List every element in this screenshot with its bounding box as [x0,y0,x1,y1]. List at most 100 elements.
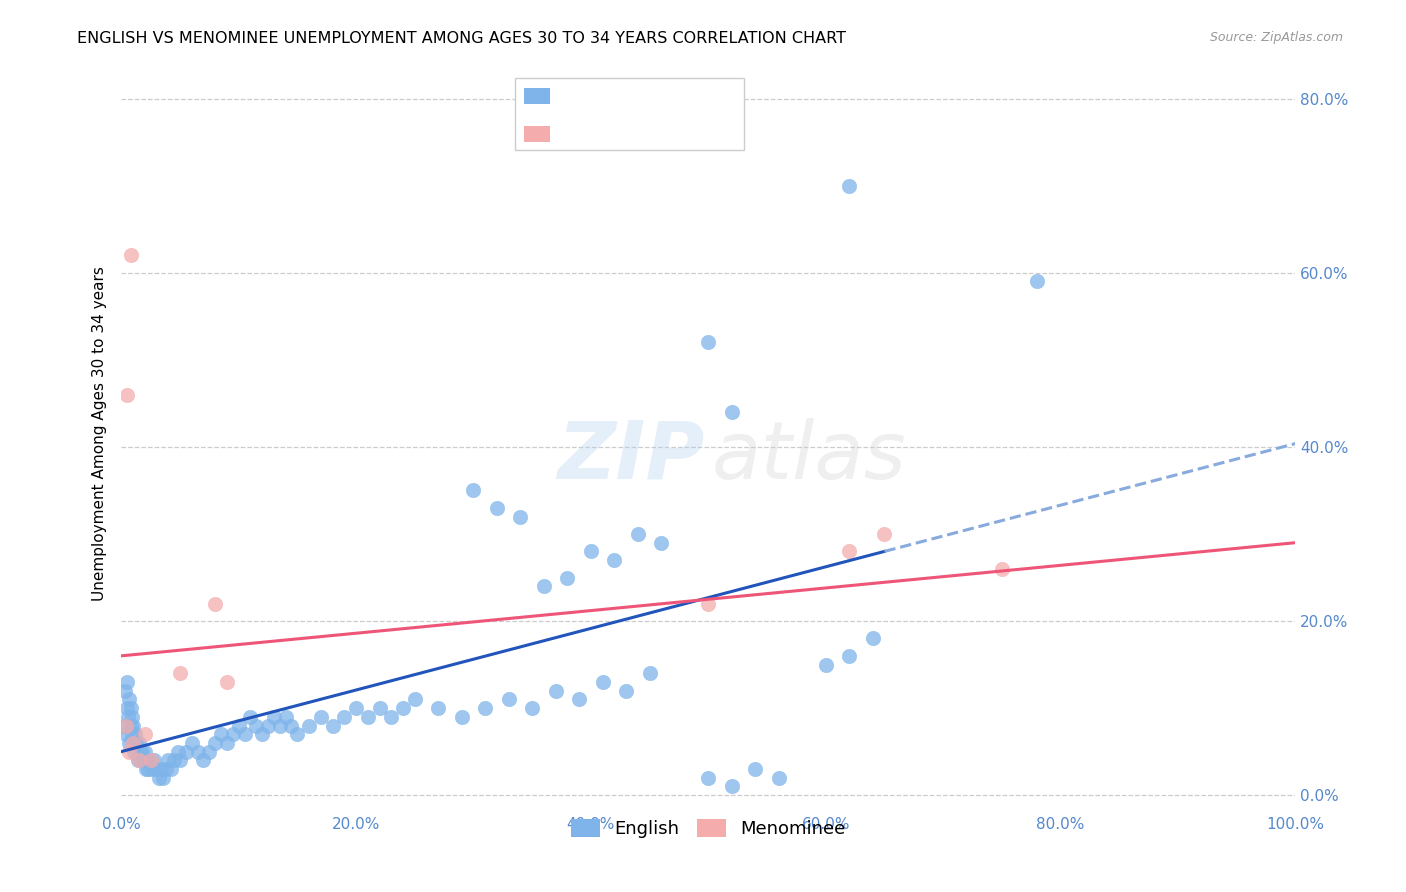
Point [122,736,145,750]
Point [122,736,145,750]
Point [380,710,402,724]
Point [129,753,152,767]
Point [132,753,155,767]
Point [169,753,191,767]
Point [263,710,285,724]
Point [148,771,170,785]
Point [166,745,188,759]
Text: N =: N = [644,87,695,105]
Point [579,544,602,558]
Point [280,718,302,732]
Point [650,535,672,549]
Point [509,509,531,524]
Point [614,683,637,698]
Text: 100: 100 [693,87,731,105]
Point [245,718,267,732]
Point [157,753,180,767]
Point [228,718,250,732]
Point [450,710,472,724]
Point [239,710,262,724]
Point [159,762,181,776]
Point [134,727,156,741]
Point [522,701,544,715]
Point [392,701,415,715]
Point [463,483,485,498]
Text: N =: N = [644,125,702,143]
Point [744,762,766,776]
Point [139,753,162,767]
Point [222,727,245,741]
Point [141,762,163,776]
Point [498,692,520,706]
Point [344,701,367,715]
FancyBboxPatch shape [524,87,550,104]
Point [298,718,321,732]
Point [120,718,142,732]
Point [204,597,226,611]
Point [121,727,143,741]
Point [333,710,356,724]
Point [193,753,215,767]
Point [427,701,450,715]
Point [115,675,138,690]
Point [152,771,174,785]
Point [627,527,650,541]
Point [215,675,238,690]
Point [115,701,138,715]
Point [118,692,141,706]
Point [862,632,884,646]
Point [136,753,159,767]
Point [187,745,209,759]
Point [128,736,150,750]
Text: Source: ZipAtlas.com: Source: ZipAtlas.com [1209,31,1343,45]
Point [124,727,146,741]
Point [838,544,860,558]
Point [114,683,136,698]
Point [122,718,145,732]
Point [322,718,344,732]
Point [269,718,291,732]
FancyBboxPatch shape [524,126,550,142]
Point [129,745,152,759]
Point [991,562,1014,576]
Point [118,736,141,750]
Point [838,178,860,193]
Text: 0.151: 0.151 [603,125,661,143]
Point [118,745,141,759]
Point [768,771,790,785]
Text: R =: R = [560,87,598,105]
Point [357,710,380,724]
Point [120,701,142,715]
Point [139,753,162,767]
Text: 0.405: 0.405 [596,87,654,105]
Point [112,718,135,732]
Point [215,736,238,750]
Point [121,710,143,724]
Point [198,745,221,759]
FancyBboxPatch shape [515,78,744,150]
Point [697,771,720,785]
Point [285,727,308,741]
Text: 13: 13 [696,125,720,143]
Point [697,597,720,611]
Point [120,248,142,262]
Point [638,666,661,681]
Point [209,727,232,741]
Point [485,500,508,515]
Point [122,745,145,759]
Point [115,718,138,732]
Point [233,727,256,741]
Point [136,762,159,776]
Point [1026,275,1049,289]
Point [873,527,896,541]
Point [180,736,202,750]
Point [274,710,297,724]
Point [404,692,426,706]
Point [131,745,153,759]
Point [174,745,197,759]
Point [134,745,156,759]
Point [697,335,720,350]
Y-axis label: Unemployment Among Ages 30 to 34 years: Unemployment Among Ages 30 to 34 years [93,267,107,601]
Point [368,701,391,715]
Point [568,692,591,706]
